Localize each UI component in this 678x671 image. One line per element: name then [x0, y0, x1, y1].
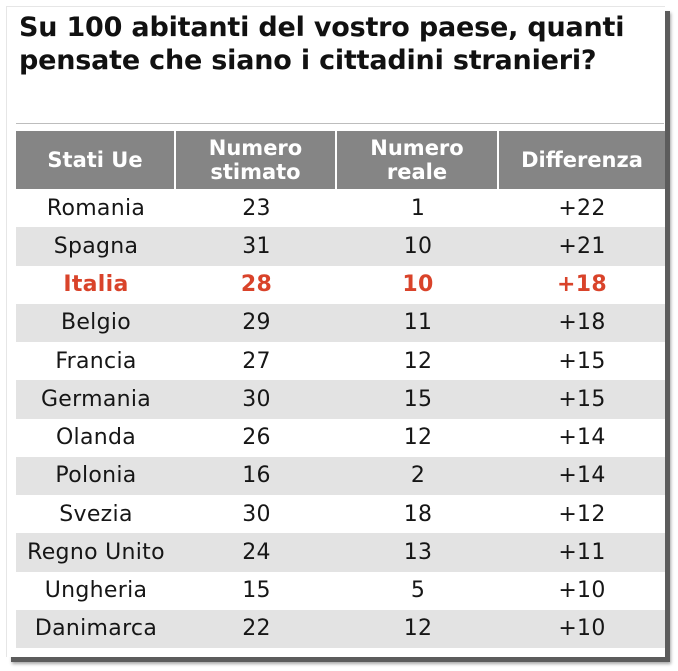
cell-estimated: 15	[242, 578, 271, 604]
infographic-card: Su 100 abitanti del vostro paese, quanti…	[6, 6, 665, 657]
cell-difference: +14	[558, 463, 606, 489]
table-row: Regno Unito 24 13 +11	[16, 533, 665, 572]
cell-estimated: 26	[242, 425, 271, 451]
cell-actual: 12	[403, 616, 433, 642]
cell-estimated: 30	[242, 386, 271, 412]
cell-estimated: 24	[242, 539, 271, 565]
table-row: Belgio 29 11 +18	[16, 303, 665, 342]
cell-difference: +15	[558, 348, 606, 374]
cell-difference: +15	[558, 386, 606, 412]
cell-country: Belgio	[60, 310, 132, 336]
table-row: Polonia 16 2 +14	[16, 456, 665, 495]
chart-title: Su 100 abitanti del vostro paese, quanti…	[19, 12, 625, 76]
cell-country: Polonia	[55, 463, 137, 489]
cell-difference: +18	[558, 310, 606, 336]
cell-country: Svezia	[59, 501, 133, 527]
cell-actual: 10	[402, 272, 434, 298]
table-row: Ungheria 15 5 +10	[16, 572, 665, 610]
column-header-numero-stimato: Numero stimato	[176, 131, 337, 189]
cell-estimated: 16	[242, 463, 271, 489]
cell-difference: +22	[558, 195, 606, 221]
cell-country: Francia	[55, 348, 137, 374]
cell-estimated: 29	[242, 310, 271, 336]
cell-actual: 13	[403, 539, 433, 565]
data-table: Stati Ue Numero stimato Numero reale Diffe…	[16, 131, 665, 648]
table-header: Stati Ue Numero stimato Numero reale Diffe…	[16, 131, 665, 189]
table-body: Romania 23 1 +22 Spagna 31 10 +21 Italia 28 10 +18 B…	[16, 189, 665, 648]
cell-country: Spagna	[53, 233, 139, 259]
cell-country: Germania	[40, 386, 152, 412]
cell-country: Ungheria	[44, 578, 148, 604]
cell-difference: +10	[558, 616, 606, 642]
table-row: Francia 27 12 +15	[16, 342, 665, 380]
cell-country: Danimarca	[34, 616, 158, 642]
table-row: Italia 28 10 +18	[16, 266, 665, 304]
table-row: Olanda 26 12 +14	[16, 419, 665, 457]
table-row: Spagna 31 10 +21	[16, 227, 665, 266]
cell-country: Olanda	[55, 425, 137, 451]
cell-actual: 1	[410, 195, 426, 221]
table-row: Svezia 30 18 +12	[16, 495, 665, 533]
cell-difference: +21	[558, 233, 606, 259]
cell-difference: +18	[557, 272, 607, 298]
cell-estimated: 23	[242, 195, 271, 221]
cell-actual: 15	[403, 386, 433, 412]
table-row: Germania 30 15 +15	[16, 380, 665, 419]
cell-estimated: 22	[242, 616, 271, 642]
cell-difference: +11	[558, 539, 606, 565]
cell-actual: 5	[410, 578, 426, 604]
column-header-numero-reale: Numero reale	[337, 131, 499, 189]
column-header-stati-ue: Stati Ue	[16, 131, 176, 189]
cell-actual: 12	[403, 348, 433, 374]
cell-actual: 2	[410, 463, 426, 489]
cell-difference: +14	[558, 425, 606, 451]
cell-country: Romania	[46, 195, 146, 221]
cell-estimated: 27	[242, 348, 271, 374]
cell-actual: 12	[403, 425, 433, 451]
table-row: Danimarca 22 12 +10	[16, 609, 665, 648]
cell-estimated: 28	[240, 272, 273, 298]
cell-actual: 11	[403, 310, 433, 336]
cell-actual: 18	[403, 501, 433, 527]
cell-country: Italia	[63, 272, 129, 298]
table-row: Romania 23 1 +22	[16, 189, 665, 227]
title-divider	[16, 123, 664, 124]
cell-estimated: 31	[242, 233, 271, 259]
cell-country: Regno Unito	[27, 539, 165, 565]
cell-actual: 10	[403, 233, 433, 259]
cell-difference: +10	[558, 578, 606, 604]
cell-difference: +12	[558, 501, 606, 527]
cell-estimated: 30	[242, 501, 271, 527]
column-header-differenza: Differenza	[499, 131, 665, 189]
